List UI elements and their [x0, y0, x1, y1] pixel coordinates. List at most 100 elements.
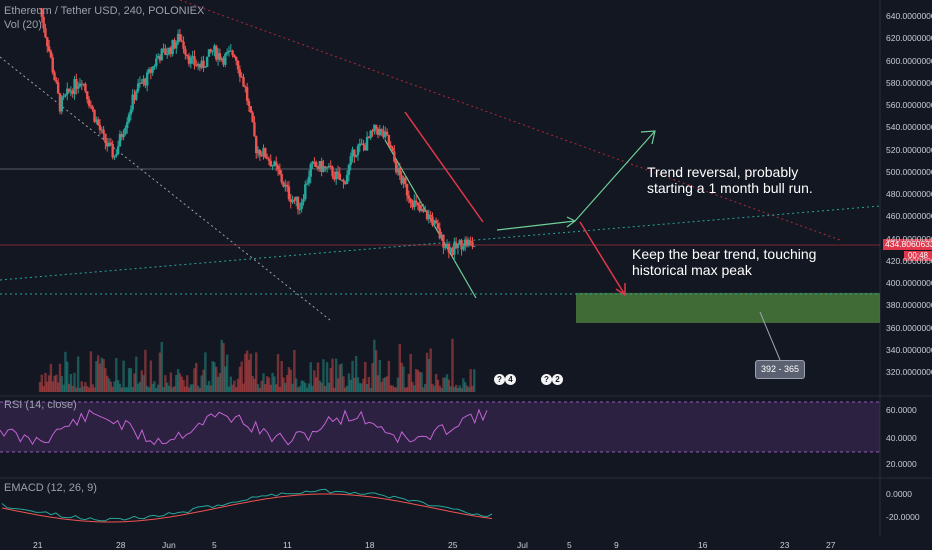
event-badge-icon[interactable]: 4	[505, 374, 516, 385]
candle-body	[229, 50, 232, 52]
date-tick-label: 16	[698, 540, 708, 550]
rsi-line	[0, 408, 488, 446]
date-tick-label: 11	[283, 540, 292, 550]
volume-bar	[198, 387, 202, 392]
candle-body	[233, 55, 236, 58]
candle-body	[205, 56, 209, 67]
candle-body	[115, 154, 118, 156]
event-badge-icon[interactable]: ?	[541, 374, 552, 385]
candle-body	[102, 129, 105, 134]
candle-body	[215, 45, 218, 60]
candle-body	[394, 161, 398, 173]
candle-body	[374, 124, 378, 129]
volume-bar	[267, 377, 271, 392]
volume-bar	[116, 380, 120, 392]
volume-bar	[264, 384, 267, 392]
candle-body	[51, 57, 54, 73]
volume-bar	[227, 386, 231, 392]
candle-body	[155, 58, 158, 66]
event-badge-icon[interactable]: 2	[552, 374, 563, 385]
date-tick-label: 5	[212, 540, 217, 550]
price-tick-label: 340.00000000	[886, 344, 932, 355]
candle-body	[89, 105, 93, 107]
candle-body	[324, 166, 327, 168]
event-badge-icon[interactable]: ?	[494, 374, 505, 385]
price-tick-label: 560.00000000	[886, 100, 932, 110]
volume-bar	[87, 387, 91, 392]
volume-bar	[38, 382, 42, 392]
candle-body	[445, 243, 449, 248]
volume-bar	[185, 375, 189, 392]
date-tick-label: 25	[448, 540, 458, 550]
volume-bar	[225, 354, 229, 392]
candle-body	[404, 177, 407, 185]
volume-bar	[380, 382, 383, 392]
candle-body	[285, 184, 289, 187]
volume-bar	[358, 383, 362, 392]
candle-body	[327, 165, 331, 168]
volume-bar	[115, 358, 118, 392]
candle-body	[256, 149, 260, 154]
candle-body	[318, 160, 322, 170]
volume-bar	[342, 376, 345, 392]
volume-bar	[296, 387, 300, 392]
candle-body	[100, 129, 103, 131]
candle-body	[264, 148, 267, 158]
volume-bar	[158, 352, 162, 392]
candle-body	[360, 143, 363, 145]
volume-bar	[109, 381, 113, 392]
candle-body	[53, 72, 56, 81]
candle-body	[140, 82, 143, 84]
volume-bar	[146, 385, 149, 392]
target-range-callout[interactable]: 392 - 365	[755, 360, 805, 379]
volume-bar	[318, 380, 322, 392]
volume-bar	[82, 386, 85, 392]
volume-bar	[447, 379, 451, 392]
volume-bar	[284, 382, 287, 392]
candle-body	[131, 94, 134, 110]
volume-bar	[394, 387, 398, 392]
volume-bar	[253, 378, 256, 392]
volume-bar	[240, 361, 243, 392]
volume-bar	[106, 375, 109, 392]
volume-bar	[429, 348, 432, 392]
volume-bar	[382, 378, 385, 392]
volume-bar	[58, 363, 62, 392]
candle-body	[364, 145, 367, 151]
volume-bar	[222, 343, 225, 392]
volume-bar	[78, 387, 82, 392]
candle-body	[309, 164, 312, 177]
volume-bar	[393, 387, 396, 392]
candle-body	[282, 182, 285, 187]
candle-body	[135, 91, 138, 100]
candle-body	[124, 127, 127, 135]
volume-bar	[469, 369, 472, 392]
bar-countdown-tag: 00:48	[904, 251, 932, 261]
candle-body	[444, 247, 447, 249]
candle-body	[175, 42, 178, 49]
volume-bar	[220, 339, 223, 392]
volume-bar	[351, 360, 354, 392]
candle-body	[442, 234, 445, 248]
volume-bar	[465, 385, 469, 392]
volume-bar	[356, 377, 360, 392]
volume-bar	[224, 366, 227, 392]
volume-bar	[135, 356, 138, 392]
volume-bar	[302, 380, 305, 392]
volume-bar	[445, 374, 449, 392]
volume-bar	[69, 373, 73, 392]
volume-bar	[76, 356, 80, 392]
volume-bar	[189, 384, 193, 392]
volume-bar	[162, 387, 165, 392]
candle-body	[338, 173, 342, 181]
candle-body	[93, 109, 96, 122]
volume-bar	[276, 354, 280, 392]
volume-bar	[364, 361, 367, 392]
candle-body	[416, 202, 420, 205]
candle-body	[156, 56, 160, 59]
last-price-tag: 434.80606333	[883, 239, 932, 250]
date-tick-label: 18	[365, 540, 375, 550]
volume-bar	[338, 364, 342, 392]
candle-body	[447, 243, 451, 253]
